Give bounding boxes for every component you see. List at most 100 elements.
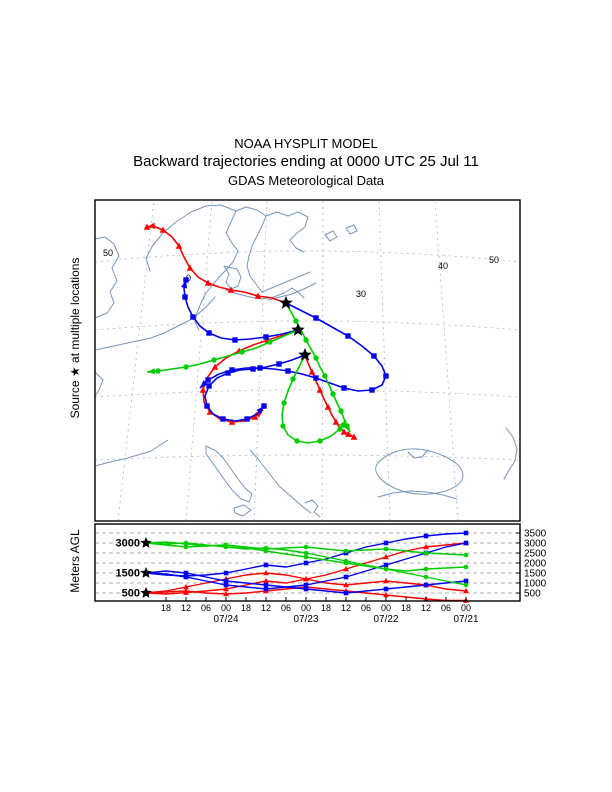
trajectory-marker-circle <box>293 318 299 324</box>
coastline-sweden <box>194 210 239 331</box>
profile-star <box>140 537 152 548</box>
trajectory-marker-triangle <box>186 264 194 271</box>
x-tick-label: 00 <box>461 603 471 613</box>
map-source-stars <box>279 296 312 361</box>
trajectory-marker-square <box>250 366 256 372</box>
trajectory-marker-circle <box>423 550 429 556</box>
trajectory-path-loc2-3000m <box>146 329 299 373</box>
trajectory-marker-triangle <box>223 590 229 597</box>
map-trajectories <box>143 222 389 444</box>
trajectory-marker-triangle <box>383 591 389 598</box>
trajectory-marker-triangle <box>324 403 332 410</box>
trajectory-marker-circle <box>463 552 469 558</box>
trajectory-marker-square <box>383 562 389 568</box>
trajectory-marker-square <box>463 540 469 546</box>
trajectory-marker-square <box>423 533 429 539</box>
meridian-line <box>185 199 213 522</box>
coastline-north-sea <box>94 296 216 351</box>
meridian-line <box>434 199 459 522</box>
meridian-line <box>321 199 324 522</box>
left-axis-label: 3000 <box>116 538 140 550</box>
date-label: 07/21 <box>453 614 478 625</box>
trajectory-marker-circle <box>290 376 296 382</box>
trajectory-marker-circle <box>223 542 229 548</box>
trajectory-marker-circle <box>281 400 287 406</box>
x-tick-label: 12 <box>341 603 351 613</box>
trajectory-marker-triangle <box>227 286 235 293</box>
trajectory-marker-square <box>276 361 282 367</box>
trajectory-path-loc2-1500m <box>183 279 299 341</box>
trajectory-marker-square <box>206 383 212 389</box>
trajectory-marker-square <box>463 578 469 584</box>
trajectory-marker-triangle <box>263 569 269 576</box>
trajectory-marker-circle <box>338 408 344 414</box>
right-axis-label: 500 <box>524 589 541 600</box>
trajectory-marker-circle <box>263 548 269 554</box>
left-axis-label: 1500 <box>116 568 140 580</box>
trajectory-path-loc3-3000m <box>281 354 347 444</box>
x-tick-label: 00 <box>301 603 311 613</box>
x-tick-label: 00 <box>381 603 391 613</box>
trajectory-marker-square <box>183 574 189 580</box>
trajectory-marker-circle <box>322 373 328 379</box>
trajectory-marker-circle <box>383 546 389 552</box>
date-label: 07/22 <box>373 614 398 625</box>
x-tick-label: 06 <box>281 603 291 613</box>
map-grid-labels: 500304050 <box>103 248 499 299</box>
map-panel: 500304050 <box>94 199 521 522</box>
x-tick-label: 12 <box>181 603 191 613</box>
trajectory-marker-square <box>383 586 389 592</box>
trajectory-marker-square <box>343 574 349 580</box>
map-grid-label: 50 <box>103 248 113 258</box>
trajectory-marker-triangle <box>308 368 316 375</box>
trajectory-arrowhead <box>345 431 354 437</box>
trajectory-arrowhead <box>338 420 346 429</box>
right-axis-label: 1000 <box>524 579 547 590</box>
main-title: Backward trajectories ending at 0000 UTC… <box>133 153 479 170</box>
source-axis-label: Source ★ at multiple locations <box>68 258 82 419</box>
parallel-line <box>94 320 521 331</box>
coastline-denmark <box>223 265 242 290</box>
trajectory-marker-circle <box>463 564 469 570</box>
right-axis-label: 1500 <box>524 569 547 580</box>
trajectory-marker-square <box>223 578 229 584</box>
trajectory-marker-circle <box>343 548 349 554</box>
trajectory-marker-square <box>232 337 238 343</box>
trajectory-marker-square <box>285 368 291 374</box>
trajectory-marker-triangle <box>175 242 183 249</box>
trajectory-marker-square <box>303 560 309 566</box>
coastline-turkey-north <box>377 490 458 500</box>
x-tick-label: 06 <box>441 603 451 613</box>
source-star <box>298 348 312 361</box>
trajectory-marker-triangle <box>303 575 309 582</box>
coastline-mediterranean-west <box>94 439 169 467</box>
x-tick-label: 12 <box>421 603 431 613</box>
trajectory-marker-square <box>206 330 212 336</box>
trajectory-marker-square <box>204 403 210 409</box>
trajectory-marker-square <box>345 333 351 339</box>
title-block: NOAA HYSPLIT MODEL Backward trajectories… <box>133 136 479 188</box>
coastline-italy <box>205 445 253 503</box>
trajectory-marker-square <box>303 586 309 592</box>
trajectory-marker-square <box>313 375 319 381</box>
trajectory-marker-circle <box>211 357 217 363</box>
coastline-baltic-south <box>225 287 305 300</box>
trajectory-marker-square <box>263 562 269 568</box>
profile-star <box>140 587 152 598</box>
trajectory-marker-circle <box>343 560 349 566</box>
trajectory-arrowhead <box>147 222 156 229</box>
height-line-loc2-1500m <box>145 542 467 590</box>
trajectory-marker-triangle <box>143 223 151 230</box>
map-grid-label: 50 <box>489 255 499 265</box>
left-axis-label: 500 <box>122 588 140 600</box>
trajectory-marker-square <box>220 416 226 422</box>
trajectory-marker-circle <box>317 438 323 444</box>
trajectory-marker-circle <box>303 554 309 560</box>
trajectory-marker-triangle <box>343 565 349 572</box>
height-axis-label: Meters AGL <box>68 529 82 593</box>
coastline-black-sea <box>375 448 464 495</box>
x-tick-label: 18 <box>161 603 171 613</box>
trajectory-marker-triangle <box>383 553 389 560</box>
